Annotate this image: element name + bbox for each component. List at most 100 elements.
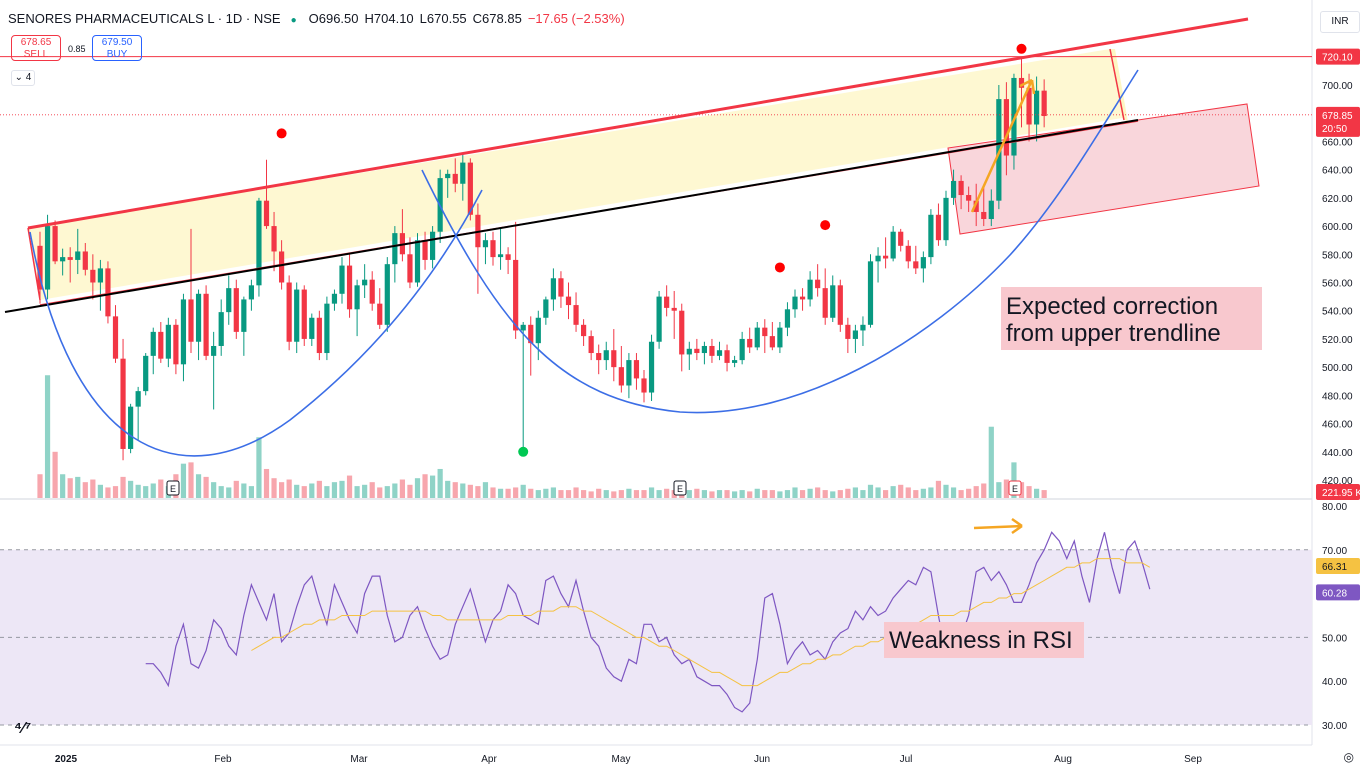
- candle-body: [830, 285, 836, 318]
- volume-bar: [648, 487, 655, 498]
- candle-body: [626, 360, 632, 386]
- volume-bar: [490, 487, 496, 498]
- candle-body: [1003, 99, 1009, 156]
- candle-body: [958, 180, 964, 196]
- market-open-dot-icon: ●: [290, 15, 297, 26]
- candle-body: [324, 303, 330, 354]
- earnings-marker-label: E: [170, 484, 176, 494]
- volume-bar: [694, 488, 700, 498]
- volume-bar: [596, 488, 602, 498]
- candle-body: [256, 200, 262, 286]
- rsi-tag-bg: [1316, 584, 1360, 601]
- candle-body: [596, 353, 602, 361]
- price-tick-label: 540.00: [1322, 307, 1353, 318]
- candle-body: [309, 317, 315, 339]
- rsi-line: [145, 531, 1151, 713]
- volume-bar: [777, 491, 783, 498]
- volume-bar: [769, 490, 775, 498]
- volume-bar: [248, 486, 254, 498]
- candle-body: [565, 296, 572, 306]
- volume-bar: [150, 483, 156, 498]
- volume-bar: [354, 486, 360, 498]
- candle-body: [180, 299, 187, 365]
- volume-bar: [362, 484, 368, 498]
- candle-body: [603, 350, 609, 361]
- channel-zone-edge: [1110, 49, 1128, 122]
- candle-body: [67, 257, 73, 260]
- candle-body: [641, 378, 647, 393]
- volume-tag: 221.95 K: [1322, 488, 1362, 499]
- volume-bar: [346, 475, 353, 498]
- volume-bar: [203, 476, 209, 498]
- time-tick-label: May: [612, 754, 631, 765]
- candle-body: [346, 265, 353, 310]
- volume-bar: [920, 488, 926, 498]
- volume-bar: [75, 476, 81, 498]
- swing-point-marker: [774, 262, 785, 273]
- candle-body: [784, 309, 791, 328]
- rsi-tick-label: 40.00: [1322, 677, 1347, 688]
- candle-body: [490, 240, 496, 258]
- volume-bar: [482, 482, 489, 498]
- candle-body: [143, 355, 149, 392]
- volume-bar: [913, 490, 919, 498]
- volume-bar: [784, 490, 791, 498]
- candle-body: [158, 331, 164, 359]
- price-tick-label: 500.00: [1322, 363, 1353, 374]
- candle-body: [739, 338, 745, 361]
- volume-bar: [437, 468, 443, 498]
- volume-bar: [331, 482, 338, 498]
- buy-button[interactable]: 679.50 BUY: [92, 35, 142, 61]
- volume-bar: [505, 488, 511, 498]
- candle-body: [1034, 90, 1040, 125]
- candle-body: [724, 350, 730, 363]
- tradingview-logo-icon[interactable]: ⁴⁄⁷: [14, 720, 32, 737]
- sell-button[interactable]: 678.65 SELL: [11, 35, 61, 61]
- candle-body: [875, 255, 881, 262]
- volume-bar: [1034, 488, 1040, 498]
- volume-bar: [324, 486, 330, 498]
- volume-bar: [558, 490, 564, 498]
- volume-bar: [1041, 490, 1047, 498]
- volume-bar: [815, 487, 821, 498]
- candle-body: [497, 254, 504, 258]
- price-tick-label: 600.00: [1322, 222, 1353, 233]
- candle-body: [362, 279, 368, 286]
- volume-bar: [709, 491, 715, 498]
- volume-bar: [641, 490, 647, 498]
- volume-bar: [588, 491, 594, 498]
- time-tick-label: Jun: [754, 754, 770, 765]
- currency-button[interactable]: INR: [1320, 11, 1360, 33]
- volume-bar: [180, 463, 187, 498]
- indicators-toggle[interactable]: ⌄ 4: [11, 70, 35, 86]
- candle-body: [694, 348, 700, 354]
- candle-body: [75, 251, 81, 260]
- candle-body: [263, 200, 270, 227]
- swing-point-marker: [820, 220, 831, 231]
- candle-body: [195, 293, 202, 342]
- volume-bar: [618, 490, 624, 498]
- candle-body: [852, 330, 858, 339]
- rsi-note-text: Weakness in RSI: [889, 627, 1073, 654]
- candle-body: [618, 367, 624, 386]
- volume-bar: [837, 490, 843, 498]
- candle-body: [294, 289, 300, 342]
- volume-bar: [82, 482, 88, 498]
- gear-icon[interactable]: ◎: [1343, 750, 1354, 764]
- volume-bar: [935, 480, 942, 498]
- volume-bar: [633, 490, 640, 498]
- candle-body: [550, 278, 556, 300]
- volume-bar: [792, 487, 798, 498]
- candle-body: [815, 279, 821, 289]
- candle-body: [505, 254, 511, 260]
- symbol-title[interactable]: SENORES PHARMACEUTICALS L · 1D · NSE: [8, 11, 281, 26]
- volume-bar: [467, 484, 473, 498]
- candle-body: [37, 245, 43, 290]
- volume-bar: [414, 478, 421, 498]
- spread-value: 0.85: [68, 44, 86, 54]
- candle-body: [573, 305, 579, 325]
- candle-body: [90, 269, 96, 283]
- level-price-tag: 720.10: [1322, 53, 1353, 64]
- volume-bar: [195, 474, 202, 498]
